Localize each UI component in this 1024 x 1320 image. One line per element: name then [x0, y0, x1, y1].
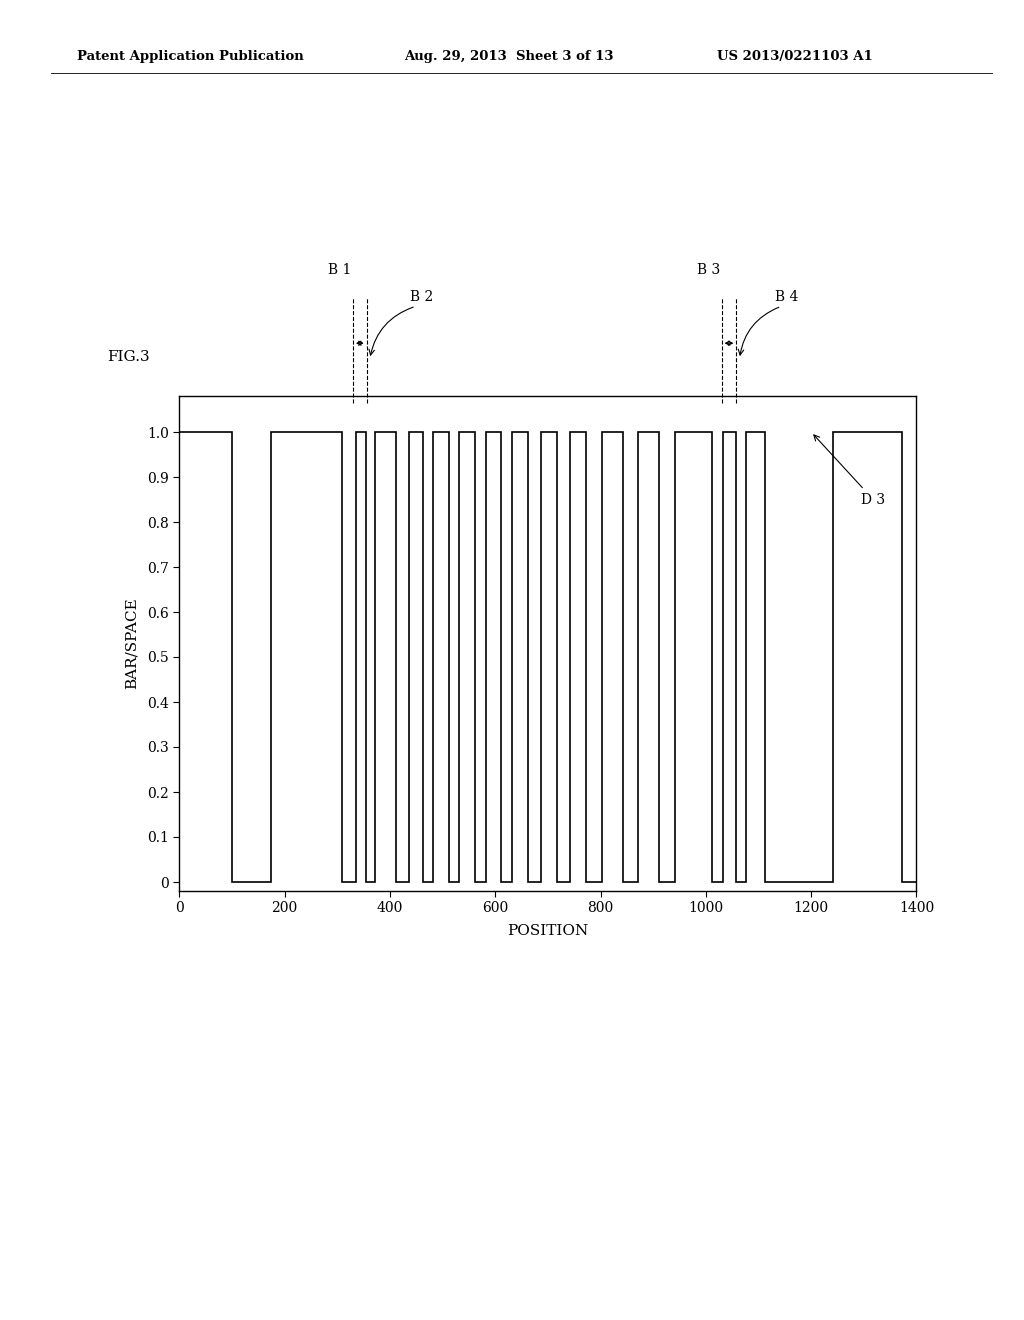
Text: B 1: B 1 — [328, 263, 351, 277]
Text: D 3: D 3 — [814, 436, 886, 507]
Text: B 3: B 3 — [696, 263, 720, 277]
Text: Aug. 29, 2013  Sheet 3 of 13: Aug. 29, 2013 Sheet 3 of 13 — [404, 50, 614, 63]
Text: Patent Application Publication: Patent Application Publication — [77, 50, 303, 63]
Y-axis label: BAR/SPACE: BAR/SPACE — [125, 598, 138, 689]
Text: FIG.3: FIG.3 — [108, 350, 151, 364]
X-axis label: POSITION: POSITION — [507, 924, 589, 937]
Text: B 4: B 4 — [775, 289, 799, 304]
Text: US 2013/0221103 A1: US 2013/0221103 A1 — [717, 50, 872, 63]
Text: B 2: B 2 — [410, 289, 433, 304]
